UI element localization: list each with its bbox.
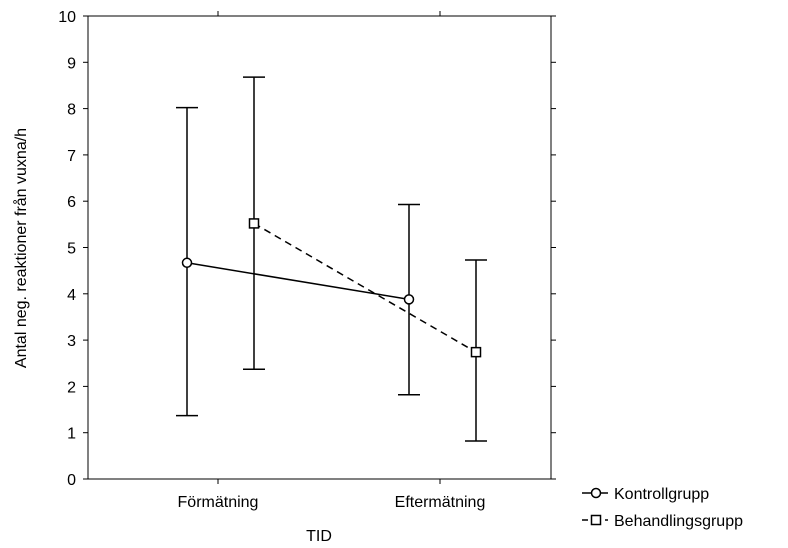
y-tick-label: 0 bbox=[67, 472, 76, 489]
series-kontrollgrupp bbox=[176, 106, 420, 417]
y-tick-label: 8 bbox=[67, 102, 76, 119]
y-tick-label: 10 bbox=[58, 9, 76, 26]
legend-item: Behandlingsgrupp bbox=[582, 513, 743, 530]
legend-marker-square bbox=[590, 514, 602, 526]
y-axis: 0 1 2 3 4 5 6 7 8 9 10 bbox=[58, 9, 556, 489]
data-point-square bbox=[248, 218, 260, 229]
legend-item: Kontrollgrupp bbox=[582, 486, 709, 503]
series-line bbox=[186, 262, 410, 301]
data-point-square bbox=[470, 346, 482, 358]
data-point-circle bbox=[181, 257, 193, 269]
y-tick-label: 6 bbox=[67, 194, 76, 211]
series-behandlingsgrupp bbox=[243, 76, 487, 442]
series-line bbox=[253, 222, 477, 353]
data-point-circle bbox=[403, 294, 415, 305]
y-tick-label: 4 bbox=[67, 287, 76, 304]
legend-marker-circle bbox=[590, 487, 602, 499]
legend: Kontrollgrupp Behandlingsgrupp bbox=[582, 486, 743, 530]
plot-frame bbox=[87, 15, 552, 480]
y-tick-label: 1 bbox=[67, 426, 76, 443]
x-tick-label: Eftermätning bbox=[395, 494, 486, 511]
y-axis-title: Antal neg. reaktioner från vuxna/h bbox=[12, 128, 30, 368]
x-tick-label: Förmätning bbox=[178, 494, 259, 511]
y-tick-label: 2 bbox=[67, 379, 76, 396]
x-axis-title: TID bbox=[306, 528, 332, 545]
x-axis: Förmätning Eftermätning bbox=[178, 11, 486, 511]
series-layer bbox=[176, 76, 487, 442]
y-tick-label: 7 bbox=[67, 148, 76, 165]
y-tick-label: 5 bbox=[67, 241, 76, 258]
y-tick-label: 9 bbox=[67, 55, 76, 72]
y-tick-label: 3 bbox=[67, 333, 76, 350]
legend-label: Behandlingsgrupp bbox=[614, 513, 743, 530]
legend-label: Kontrollgrupp bbox=[614, 486, 709, 503]
